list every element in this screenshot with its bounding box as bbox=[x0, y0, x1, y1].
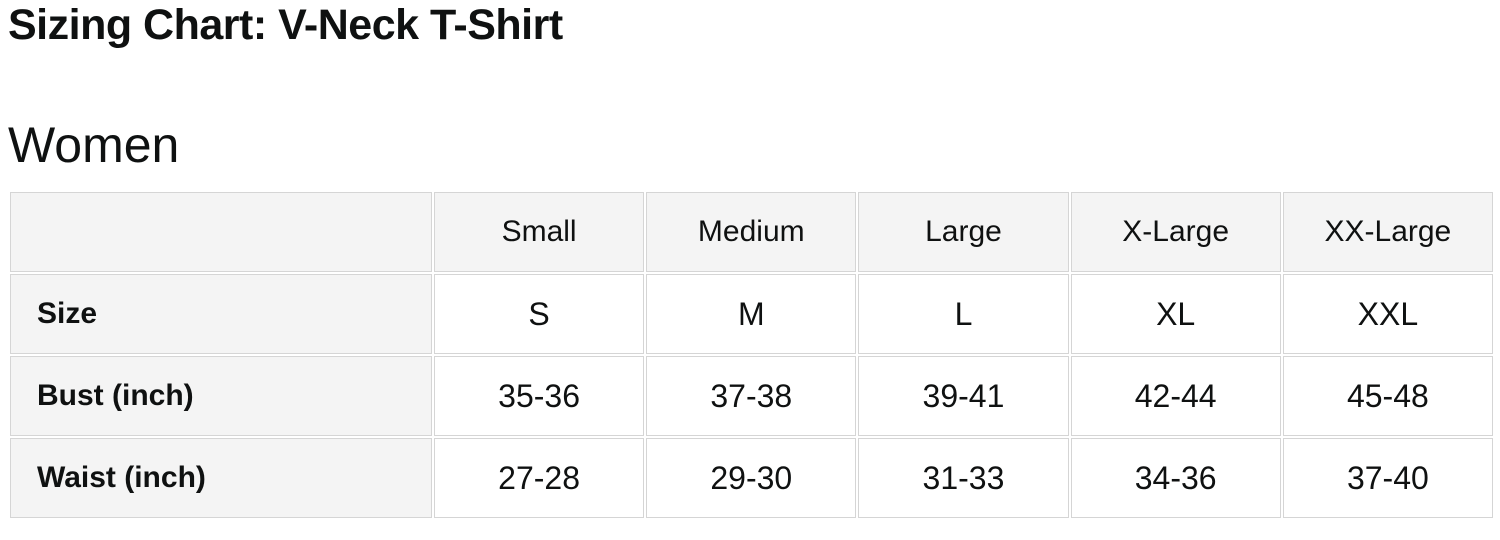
row-label-size: Size bbox=[10, 274, 432, 354]
column-header-large: Large bbox=[858, 192, 1069, 272]
table-cell: 27-28 bbox=[434, 438, 645, 518]
column-header-x-large: X-Large bbox=[1070, 192, 1281, 272]
column-header-medium: Medium bbox=[646, 192, 857, 272]
table-row-size: Size S M L XL XXL bbox=[10, 274, 1493, 354]
table-cell: 37-38 bbox=[646, 356, 857, 436]
table-cell: 29-30 bbox=[646, 438, 857, 518]
table-cell: S bbox=[434, 274, 645, 354]
header-row: Small Medium Large X-Large XX-Large bbox=[10, 192, 1493, 272]
table-cell: M bbox=[646, 274, 857, 354]
table-cell: 42-44 bbox=[1070, 356, 1281, 436]
corner-cell bbox=[10, 192, 432, 272]
sizing-table: Small Medium Large X-Large XX-Large Size… bbox=[8, 190, 1495, 520]
table-cell: 37-40 bbox=[1282, 438, 1493, 518]
page-title: Sizing Chart: V-Neck T-Shirt bbox=[8, 1, 563, 49]
table-cell: 34-36 bbox=[1070, 438, 1281, 518]
table-cell: XL bbox=[1070, 274, 1281, 354]
table-row-bust: Bust (inch) 35-36 37-38 39-41 42-44 45-4… bbox=[10, 356, 1493, 436]
row-label-waist: Waist (inch) bbox=[10, 438, 432, 518]
section-heading-women: Women bbox=[8, 117, 180, 173]
row-label-bust: Bust (inch) bbox=[10, 356, 432, 436]
table-cell: L bbox=[858, 274, 1069, 354]
table-cell: 39-41 bbox=[858, 356, 1069, 436]
table-cell: 45-48 bbox=[1282, 356, 1493, 436]
table-cell: XXL bbox=[1282, 274, 1493, 354]
table-cell: 31-33 bbox=[858, 438, 1069, 518]
column-header-xx-large: XX-Large bbox=[1282, 192, 1493, 272]
column-header-small: Small bbox=[434, 192, 645, 272]
table-row-waist: Waist (inch) 27-28 29-30 31-33 34-36 37-… bbox=[10, 438, 1493, 518]
table-cell: 35-36 bbox=[434, 356, 645, 436]
